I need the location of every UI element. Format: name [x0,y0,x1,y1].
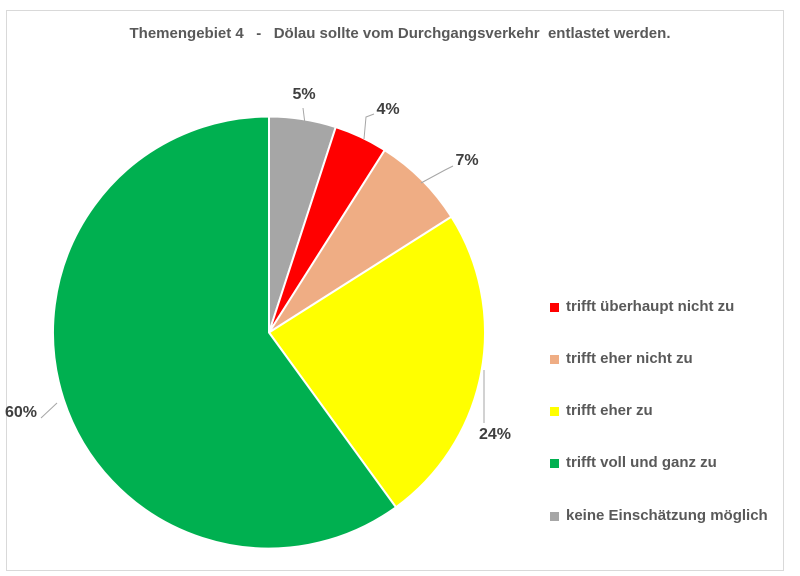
legend-label: trifft eher zu [566,402,653,419]
percent-label-eher-nicht-zu: 7% [455,152,479,169]
legend-marker-gray [550,511,559,521]
legend-label: trifft überhaupt nicht zu [566,298,735,315]
percent-label-voll-und-ganz-zu: 60% [4,404,38,421]
legend-label: trifft eher nicht zu [566,350,693,367]
legend-marker-tan [550,354,559,364]
chart-title: Themengebiet 4 - Dölau sollte vom Durchg… [129,25,671,42]
legend-label: keine Einschätzung möglich [566,507,768,524]
legend-marker-yellow [550,406,559,416]
leader-line-4pct [363,113,375,140]
leader-line-60pct [40,402,58,419]
percent-label-keine-einschaetzung: 5% [292,86,316,103]
pie-slices [52,115,486,550]
leader-lines [40,107,485,423]
pie-slice-3 [268,215,486,509]
percent-label-ueberhaupt-nicht-zu: 4% [376,101,400,118]
legend-marker-green [550,458,559,468]
legend-item-voll-und-ganz-zu: trifft voll und ganz zu [550,453,717,473]
leader-line-5pct [302,107,307,133]
legend-item-ueberhaupt-nicht-zu: trifft überhaupt nicht zu [550,297,734,317]
pie-slice-4 [52,115,397,550]
legend-marker-red [550,302,559,312]
leader-line-7pct [420,165,454,184]
legend-item-keine-einschaetzung: keine Einschätzung möglich [550,506,768,526]
percent-label-eher-zu: 24% [478,426,512,443]
legend-label: trifft voll und ganz zu [566,454,717,471]
legend-item-eher-nicht-zu: trifft eher nicht zu [550,349,693,369]
legend-item-eher-zu: trifft eher zu [550,401,653,421]
